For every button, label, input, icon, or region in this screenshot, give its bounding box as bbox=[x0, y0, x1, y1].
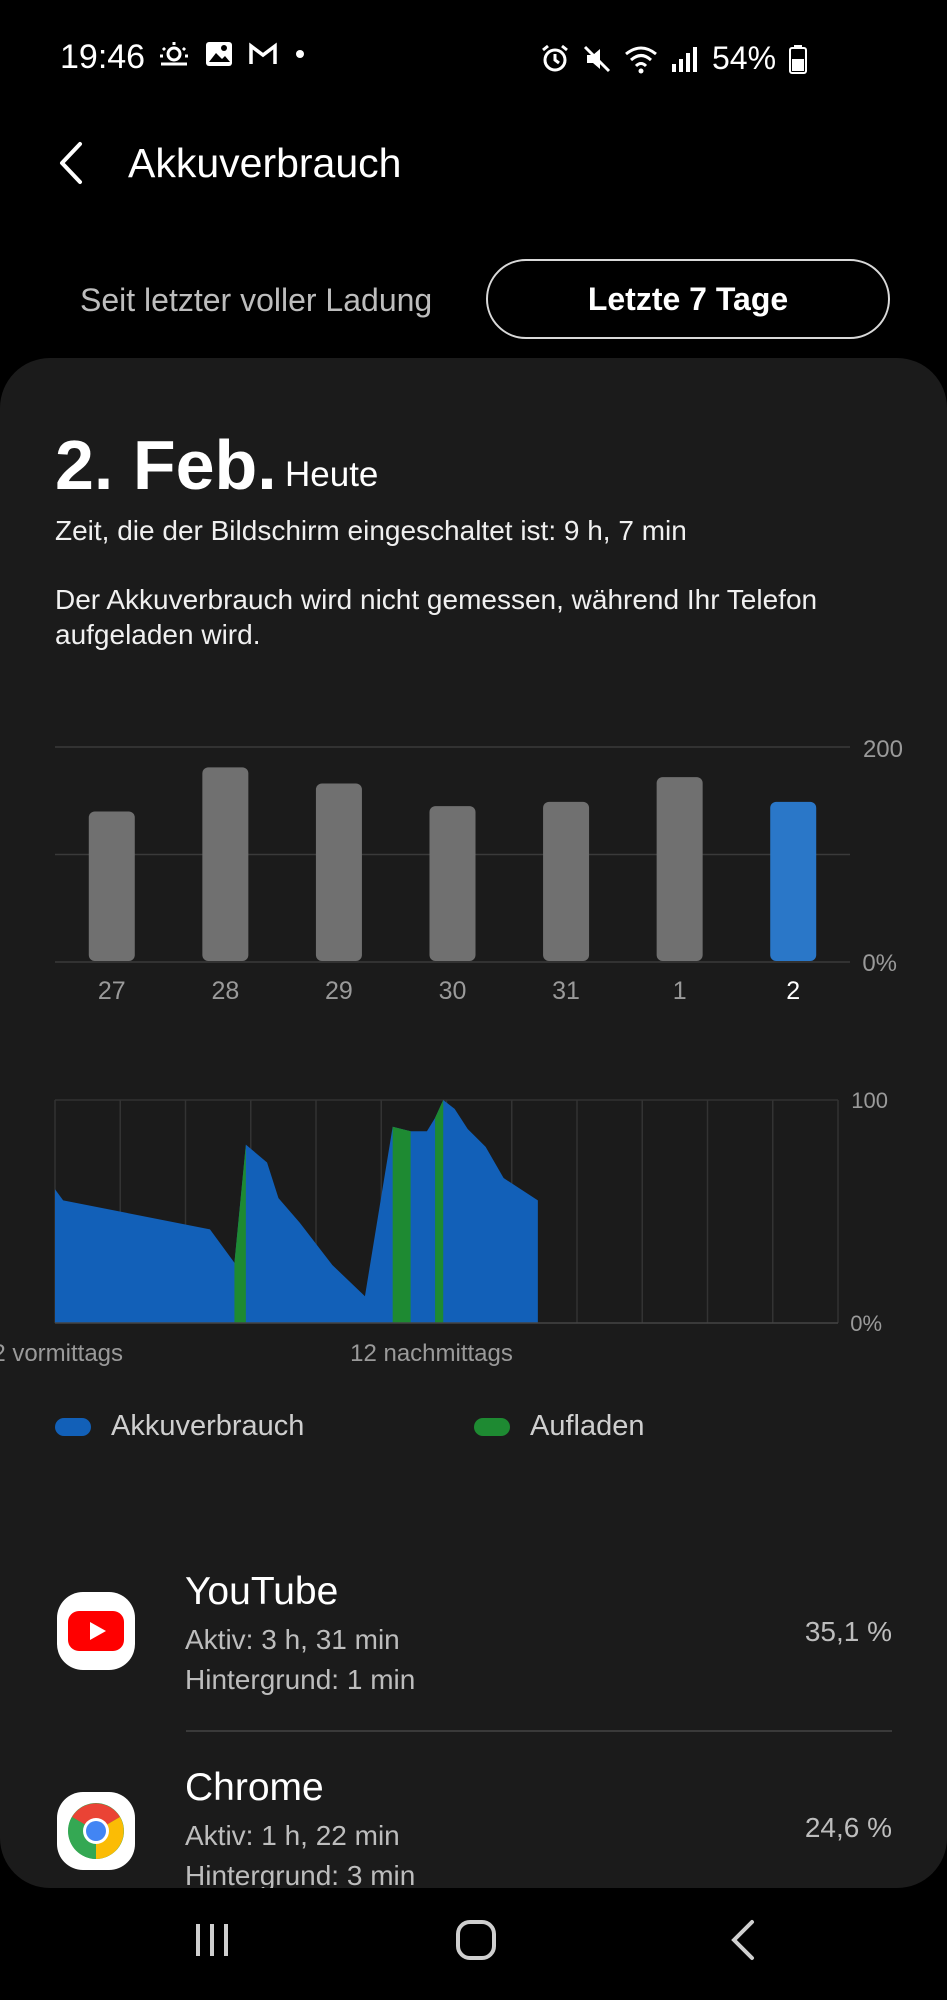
home-icon[interactable] bbox=[454, 1916, 498, 1964]
y-tick-label: 0% bbox=[850, 1311, 882, 1336]
mute-icon bbox=[583, 45, 611, 72]
wifi-icon bbox=[625, 46, 657, 73]
back-arrow-icon[interactable] bbox=[52, 138, 92, 188]
x-tick-label: 29 bbox=[325, 977, 353, 1005]
x-tick-label: 2 bbox=[786, 977, 800, 1005]
x-tick-label: 12 vormittags bbox=[0, 1340, 123, 1367]
usage-card bbox=[0, 358, 947, 1888]
gmail-icon bbox=[249, 42, 277, 64]
youtube-icon bbox=[57, 1592, 135, 1670]
bar-2 bbox=[770, 801, 817, 961]
gallery-icon bbox=[206, 42, 232, 66]
x-tick-label: 28 bbox=[211, 977, 239, 1005]
x-tick-label: 30 bbox=[439, 977, 467, 1005]
screen-on-time: Zeit, die der Bildschirm eingeschaltet i… bbox=[55, 515, 687, 546]
signal-icon bbox=[672, 46, 697, 72]
bar-28 bbox=[202, 767, 249, 961]
notification-dot-icon bbox=[296, 50, 304, 58]
battery-icon bbox=[789, 44, 808, 74]
app-name: YouTube bbox=[185, 1570, 339, 1613]
selected-date-sublabel: Heute bbox=[285, 455, 379, 494]
app-row-chrome[interactable]: Chrome Aktiv: 1 h, 22 min Hintergrund: 3… bbox=[0, 1752, 947, 1888]
y-tick-label: 200 bbox=[863, 736, 903, 763]
status-icons-right: 54% bbox=[540, 40, 808, 77]
charging-area-1 bbox=[392, 1126, 411, 1323]
selected-date: 2. Feb. bbox=[55, 426, 277, 504]
status-time: 19:46 bbox=[60, 38, 146, 76]
legend-usage-label: Akkuverbrauch bbox=[111, 1410, 305, 1442]
app-background-time: Hintergrund: 1 min bbox=[185, 1664, 416, 1695]
bar-31 bbox=[543, 801, 590, 961]
app-usage-percent: 35,1 % bbox=[804, 1616, 892, 1647]
back-nav-icon[interactable] bbox=[724, 1916, 764, 1964]
recent-apps-icon[interactable] bbox=[190, 1918, 234, 1962]
bar-27 bbox=[88, 811, 135, 961]
tab-since-last-full-charge[interactable]: Seit letzter voller Ladung bbox=[80, 282, 433, 318]
battery-level-area-chart: 100 0% 12 vormittags 12 nachmittags bbox=[0, 1088, 888, 1367]
x-tick-label: 12 nachmittags bbox=[350, 1340, 513, 1367]
y-tick-label: 0% bbox=[862, 950, 897, 977]
legend-usage-swatch bbox=[55, 1417, 91, 1436]
legend-charging-label: Aufladen bbox=[530, 1410, 645, 1442]
charging-note: Der Akkuverbrauch wird nicht gemessen, w… bbox=[55, 584, 818, 650]
app-active-time: Aktiv: 3 h, 31 min bbox=[185, 1624, 400, 1655]
legend-usage: Akkuverbrauch bbox=[55, 1410, 304, 1443]
list-divider bbox=[186, 1730, 892, 1732]
chrome-icon bbox=[57, 1792, 135, 1870]
app-usage-percent: 24,6 % bbox=[804, 1812, 892, 1843]
usage-area bbox=[55, 1100, 538, 1323]
alarm-icon bbox=[542, 44, 568, 71]
y-tick-label: 100 bbox=[851, 1088, 888, 1113]
legend-charging-swatch bbox=[474, 1417, 510, 1436]
charging-area-0 bbox=[234, 1144, 246, 1323]
bar-1 bbox=[656, 777, 703, 961]
status-icons-left bbox=[158, 40, 308, 68]
weather-icon bbox=[160, 42, 188, 66]
x-tick-label: 27 bbox=[98, 977, 126, 1005]
battery-percentage: 54% bbox=[712, 40, 777, 76]
legend-charging: Aufladen bbox=[474, 1410, 645, 1443]
bar-30 bbox=[429, 806, 476, 961]
tab-last-7-days[interactable]: Letzte 7 Tage bbox=[486, 259, 890, 339]
app-background-time: Hintergrund: 3 min bbox=[185, 1860, 416, 1888]
x-tick-label: 31 bbox=[552, 977, 580, 1005]
app-name: Chrome bbox=[185, 1766, 324, 1809]
app-row-youtube[interactable]: YouTube Aktiv: 3 h, 31 min Hintergrund: … bbox=[0, 1556, 947, 1706]
page-title: Akkuverbrauch bbox=[128, 140, 402, 186]
charging-area-2 bbox=[435, 1100, 444, 1323]
x-tick-label: 1 bbox=[673, 977, 687, 1005]
bar-29 bbox=[315, 783, 362, 961]
navigation-bar bbox=[0, 1888, 947, 2000]
app-active-time: Aktiv: 1 h, 22 min bbox=[185, 1820, 400, 1851]
daily-usage-bar-chart: 200 0% 27 28 29 30 31 1 2 bbox=[55, 736, 903, 1005]
